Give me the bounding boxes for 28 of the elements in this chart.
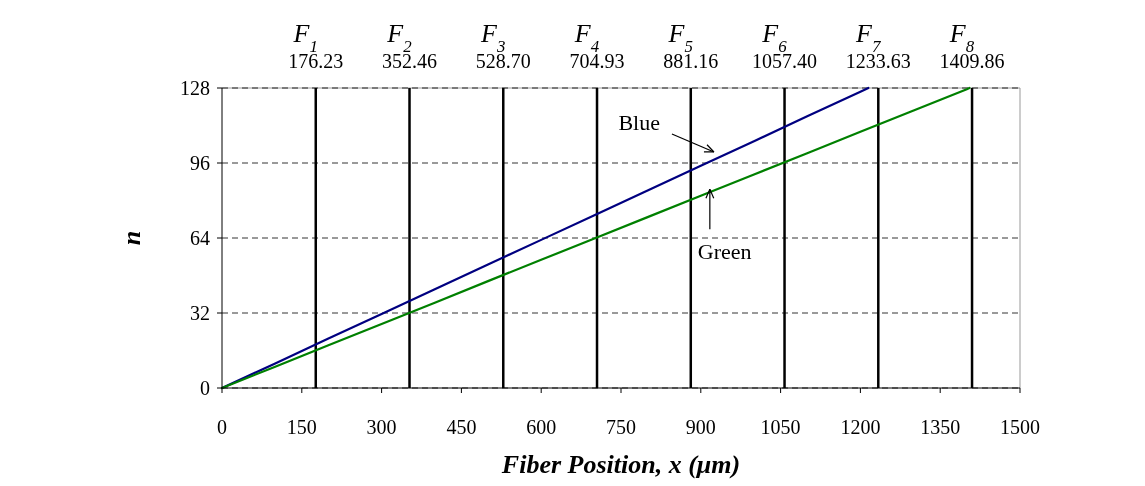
ref-line-label: F$_{2}$ 352.46 [382,19,438,72]
x-tick-label: 900 [685,416,716,438]
x-tick-label: 0 [217,416,227,438]
x-tick-label: 450 [446,416,477,438]
x-tick-label: 1350 [920,416,961,438]
ref-line-label: F$_{3}$ 528.70 [475,19,531,72]
x-tick-label: 300 [366,416,397,438]
ref-line-label: F$_{7}$ 1233.63 [845,19,911,72]
annotation: Green [697,239,752,265]
ref-line-label: F$_{4}$ 704.93 [569,19,625,72]
x-axis-title: Fiber Position, x (μm) [500,450,741,479]
ref-line-label: F$_{1}$ 176.23 [288,19,344,72]
ref-line-label: F$_{6}$ 1057.40 [752,19,818,72]
y-axis-title: n [117,230,146,246]
x-tick-label: 600 [526,416,557,438]
x-tick-label: 1200 [840,416,881,438]
y-tick-label: 128 [180,77,210,99]
ref-line-label: F$_{8}$ 1409.86 [939,19,1005,72]
y-tick-label: 0 [200,377,210,399]
x-tick-label: 150 [286,416,317,438]
y-tick-label: 64 [190,227,210,249]
x-tick-label: 750 [606,416,636,438]
y-tick-label: 96 [190,152,210,174]
x-tick-label: 1050 [760,416,801,438]
y-tick-label: 32 [190,302,210,324]
annotation: Blue [618,109,660,135]
ref-line-label: F$_{5}$ 881.16 [663,19,719,72]
x-tick-label: 1500 [1000,416,1040,438]
